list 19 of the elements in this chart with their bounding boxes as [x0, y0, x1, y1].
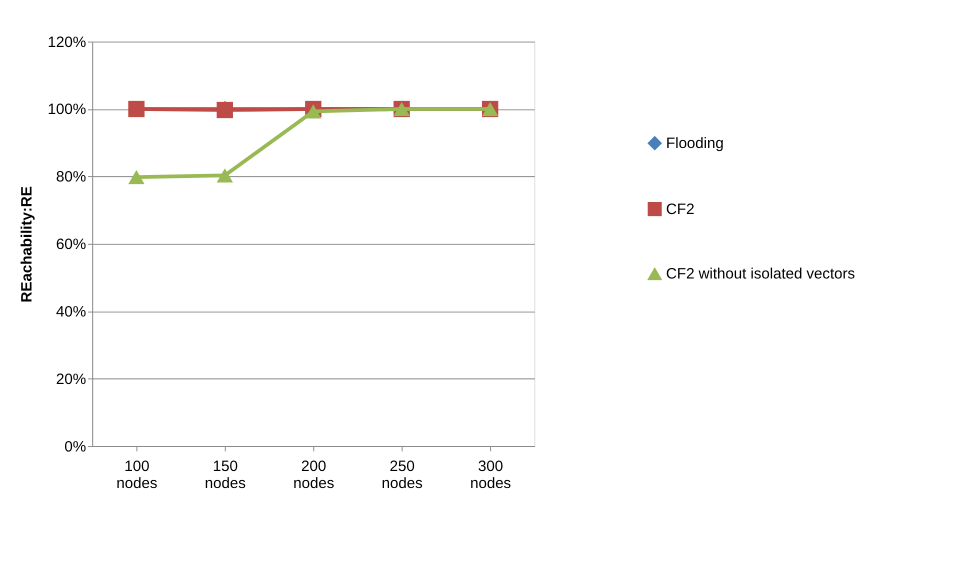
legend-label: CF2: [666, 200, 694, 218]
x-tick-label: 200 nodes: [293, 458, 334, 492]
y-tick-label: 100%: [48, 101, 86, 118]
point: [216, 168, 233, 182]
y-tick-label: 40%: [56, 303, 86, 320]
y-axis-title: REachability:RE: [18, 186, 36, 302]
point: [305, 104, 322, 118]
y-tick-label: 60%: [56, 236, 86, 254]
x-tick-label: 100 nodes: [116, 458, 158, 492]
legend-label: Flooding: [666, 134, 724, 152]
point: [128, 170, 145, 184]
x-tick-label: 250 nodes: [382, 458, 423, 492]
y-tick-label: 120%: [48, 34, 86, 51]
legend-label: CF2 without isolated vectors: [666, 266, 856, 283]
y-tick-label: 80%: [56, 168, 86, 186]
y-tick-label: 0%: [64, 438, 86, 456]
y-tick-label: 20%: [56, 370, 86, 388]
x-tick-label: 150 nodes: [204, 458, 246, 492]
x-tick-label: 300 nodes: [470, 458, 512, 492]
